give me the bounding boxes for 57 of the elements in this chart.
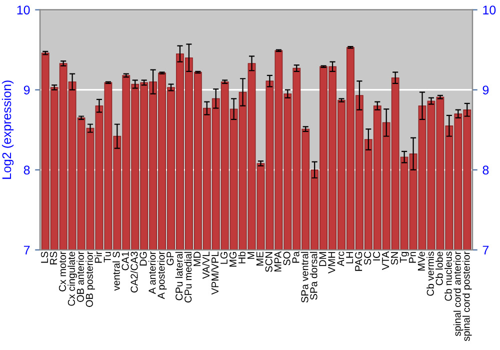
x-tick-label: Cb nucleus <box>444 252 452 301</box>
x-tick-label: CA2/CA3 <box>130 252 138 292</box>
x-tick-label: SPa ventral <box>300 252 308 303</box>
x-tick-label: SO <box>283 252 290 266</box>
x-tick-label: VA/VL <box>202 252 210 279</box>
x-tick-label: PAG <box>355 252 362 271</box>
x-tick-label: Cx cingulate <box>68 252 77 306</box>
x-tick-label: VTA <box>382 251 389 270</box>
x-tick-label: Tu <box>104 252 111 262</box>
y2-tick-label: 8 <box>482 166 489 175</box>
x-tick-label: ME <box>256 252 264 266</box>
x-tick-label: MG <box>229 252 236 267</box>
y2-tick-label: 9 <box>482 86 489 94</box>
x-tick-label: spinal cord anterior <box>453 251 463 336</box>
x-tick-label: Cb lobe <box>436 252 443 286</box>
y2-tick-label: 7 <box>482 246 489 254</box>
x-tick-label: MVe <box>418 252 425 270</box>
y-tick-label: 10 <box>17 6 30 14</box>
x-tick-label: SCN <box>265 252 272 272</box>
x-tick-label: Cx motor <box>58 251 66 292</box>
x-tick-label: VPM/VPL <box>211 252 219 295</box>
x-tick-label: LH <box>346 252 354 264</box>
x-tick-label: M <box>247 252 254 259</box>
x-tick-label: Tg <box>400 252 409 263</box>
x-tick-label: ventral S <box>112 252 120 291</box>
y2-tick-label: 10 <box>483 6 496 14</box>
x-tick-label: A anterior <box>148 251 156 294</box>
x-tick-label: CPu medial <box>184 252 192 302</box>
y-tick-label: 9 <box>24 86 30 94</box>
x-tick-label: OB anterior <box>76 251 84 302</box>
y-tick-label: 7 <box>24 246 30 254</box>
x-tick-label: spinal cord posterior <box>462 251 472 342</box>
x-tick-label: LG <box>220 252 228 264</box>
x-tick-label: Pa <box>292 251 300 263</box>
x-tick-label: DM <box>319 252 326 266</box>
y-axis-title: Log2 (expression) <box>2 80 14 179</box>
x-tick-label: CPu lateral <box>175 252 183 300</box>
x-tick-label: CA1 <box>122 252 129 270</box>
x-tick-label: SC <box>364 252 372 265</box>
x-tick-label: DG <box>140 252 147 266</box>
x-tick-label: VMH <box>328 252 336 274</box>
x-tick-label: GP <box>166 252 174 266</box>
x-tick-label: SN <box>390 252 398 265</box>
x-tick-label: Arc <box>337 252 344 266</box>
x-tick-label: IC <box>372 252 380 260</box>
x-tick-label: Hb <box>238 252 246 264</box>
x-tick-label: SPa dorsal <box>310 252 318 300</box>
x-tick-label: OB posterior <box>86 251 95 307</box>
x-tick-label: Pir <box>94 251 102 263</box>
x-tick-label: A posterior <box>157 251 167 300</box>
x-tick-label: RS <box>50 252 58 264</box>
x-tick-label: MPA <box>274 251 282 272</box>
x-tick-label: Pn <box>408 252 416 263</box>
x-tick-label: LS <box>40 252 48 263</box>
x-tick-label: Cb vermis <box>426 252 434 296</box>
y-tick-label: 8 <box>24 166 30 175</box>
x-tick-label: MD <box>194 252 201 266</box>
